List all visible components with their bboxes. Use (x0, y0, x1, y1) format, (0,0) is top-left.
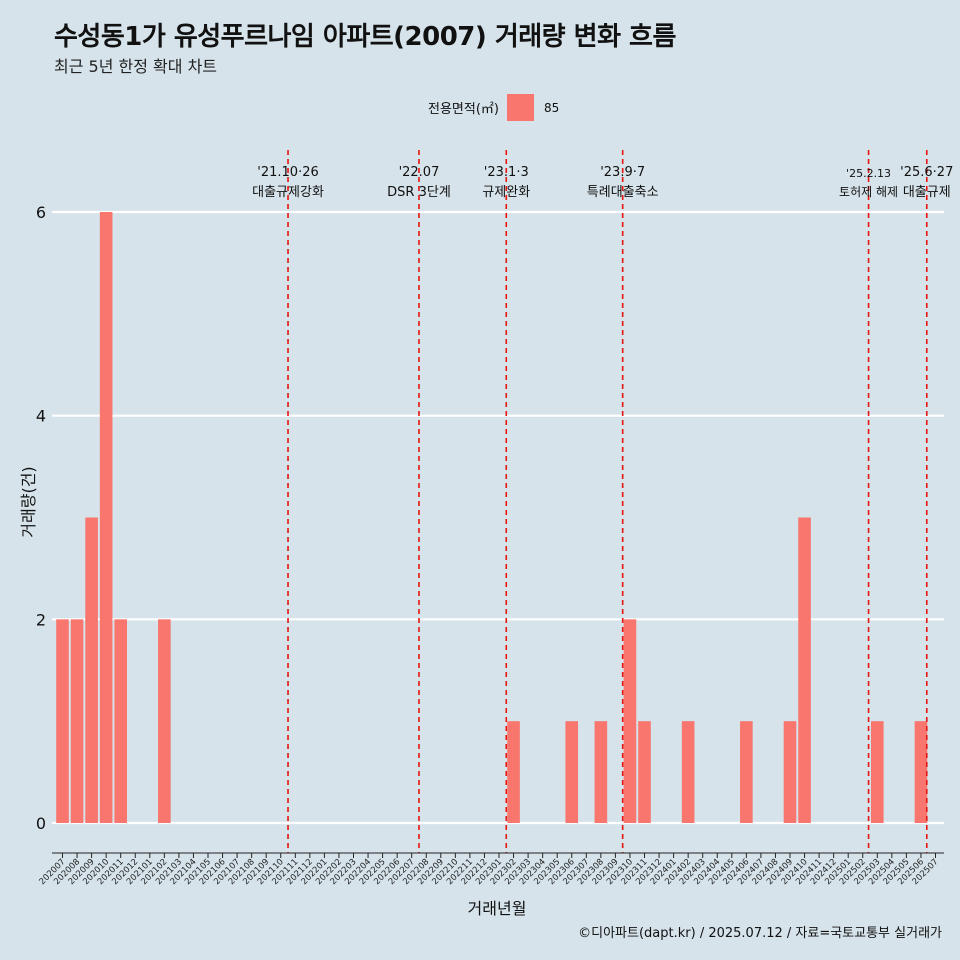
chart-subtitle: 최근 5년 한정 확대 차트 (54, 57, 218, 76)
bar (623, 619, 637, 823)
bar (638, 721, 651, 823)
event-name-label: 토허제 해제 (839, 185, 898, 199)
x-axis-label: 거래년월 (468, 899, 527, 918)
bar (85, 517, 98, 823)
bar (99, 212, 113, 823)
event-name-label: 규제완화 (482, 185, 530, 200)
event-date-label: '23.9·7 (600, 165, 645, 180)
bar (507, 721, 520, 823)
bar (114, 619, 127, 823)
bar (70, 619, 84, 823)
event-date-label: '25.6·27 (900, 165, 953, 180)
y-tick-label: 0 (36, 814, 46, 833)
legend: 전용면적(㎡) 85 (428, 94, 559, 121)
bar (871, 721, 884, 823)
x-tick-labels: 2020072020082020092020102020112020122021… (38, 852, 944, 887)
y-tick-label: 2 (36, 610, 46, 629)
event-name-label: 대출규제 (903, 185, 951, 200)
bar (798, 517, 811, 823)
source-caption: ©디아파트(dapt.kr) / 2025.07.12 / 자료=국토교통부 실… (578, 926, 942, 941)
bar (565, 721, 579, 823)
event-date-label: '22.07 (399, 165, 440, 180)
bar (56, 619, 69, 823)
chart-title: 수성동1가 유성푸르나임 아파트(2007) 거래량 변화 흐름 (54, 22, 676, 52)
legend-title: 전용면적(㎡) (428, 102, 499, 117)
legend-entry-label: 85 (543, 100, 560, 115)
event-date-label: '21.10·26 (257, 165, 318, 180)
y-tick-label: 4 (36, 407, 46, 426)
y-tick-label: 6 (36, 203, 46, 222)
y-tick-labels: 0 2 4 6 (36, 203, 46, 833)
event-date-label: '25.2.13 (846, 167, 891, 180)
bar (914, 721, 928, 823)
y-axis-label: 거래량(건) (19, 466, 38, 537)
event-name-label: 대출규제강화 (252, 185, 324, 200)
bar (594, 721, 608, 823)
bars (56, 212, 928, 823)
bar (783, 721, 797, 823)
bar (158, 619, 171, 823)
event-date-label: '23.1·3 (484, 165, 529, 180)
event-name-label: DSR 3단계 (387, 185, 451, 200)
bar (740, 721, 753, 823)
event-name-label: 특례대출축소 (587, 185, 659, 200)
bar (681, 721, 695, 823)
event-annotations: '21.10·26 대출규제강화 '22.07 DSR 3단계 '23.1·3 규제완화 '… (252, 150, 953, 853)
legend-swatch (506, 94, 534, 121)
